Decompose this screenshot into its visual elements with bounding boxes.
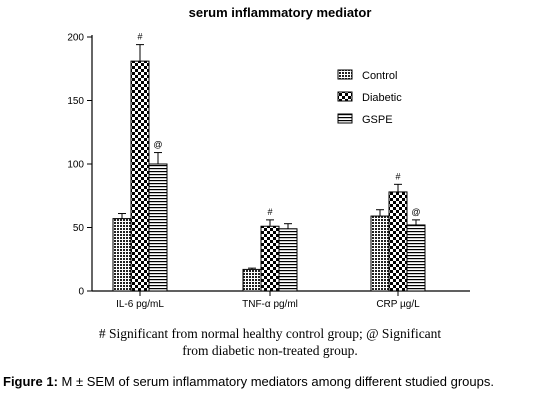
legend-label-diabetic: Diabetic — [362, 92, 402, 104]
legend-swatch-diabetic — [337, 91, 353, 102]
footnote-line-2: from diabetic non-treated group. — [182, 343, 358, 358]
significance-mark: # — [395, 171, 400, 181]
x-category-label: TNF-α pg/ml — [242, 299, 298, 310]
significance-mark: # — [137, 32, 142, 42]
chart-title: serum inflammatory mediator — [189, 5, 372, 20]
x-category-label: CRP µg/L — [376, 299, 420, 310]
y-tick-label: 100 — [67, 160, 84, 171]
x-category-label: IL-6 pg/mL — [116, 299, 164, 310]
y-tick-label: 0 — [78, 287, 84, 298]
bar-diabetic-0 — [130, 60, 150, 292]
footnote-line-1: # Significant from normal healthy contro… — [98, 326, 442, 341]
caption-label: Figure 1: — [3, 374, 58, 389]
significance-mark: @ — [153, 140, 162, 150]
footnote: # Significant from normal healthy contro… — [60, 325, 480, 359]
bar-diabetic-2 — [388, 191, 408, 292]
legend-label-gspe: GSPE — [362, 114, 393, 126]
legend-label-control: Control — [362, 70, 397, 82]
significance-mark: @ — [411, 207, 420, 217]
bar-gspe-0 — [148, 163, 168, 292]
legend: Control Diabetic GSPE — [337, 69, 402, 126]
y-tick-label: 50 — [73, 223, 85, 234]
significance-mark: # — [267, 207, 272, 217]
bar-chart: serum inflammatory mediator 0 50 100 150 200… — [67, 5, 470, 310]
bar-gspe-1 — [278, 228, 298, 292]
caption-text: M ± SEM of serum inflammatory mediators … — [57, 374, 494, 389]
legend-swatch-gspe — [337, 113, 353, 124]
bar-gspe-2 — [406, 224, 426, 292]
bar-control-2 — [370, 215, 390, 292]
y-tick-label: 200 — [67, 33, 84, 44]
figure-caption: Figure 1: M ± SEM of serum inflammatory … — [3, 373, 537, 390]
legend-swatch-control — [337, 69, 353, 80]
bar-control-0 — [112, 218, 132, 292]
y-tick-label: 150 — [67, 96, 84, 107]
bar-control-1 — [242, 268, 262, 292]
bar-diabetic-1 — [260, 225, 280, 292]
